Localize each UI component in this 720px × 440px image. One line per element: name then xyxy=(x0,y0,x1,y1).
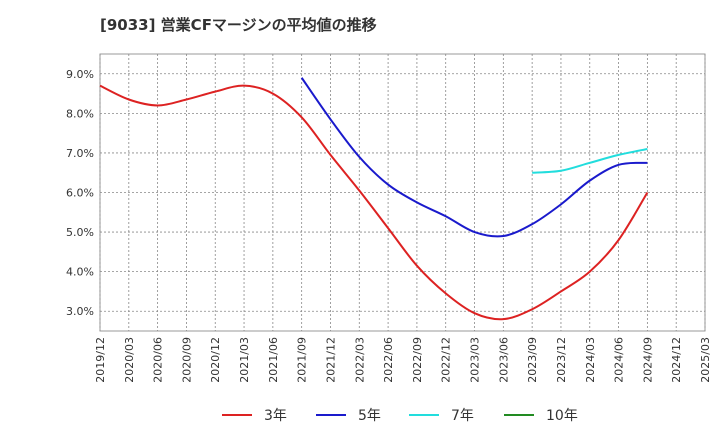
x-tick-label: 2019/12 xyxy=(94,337,107,383)
grid xyxy=(99,54,706,331)
x-tick-label: 2024/03 xyxy=(584,337,597,383)
legend-swatch xyxy=(316,414,346,416)
legend-item: 5年 xyxy=(316,404,381,426)
legend-label: 5年 xyxy=(358,408,381,424)
y-tick-label: 8.0% xyxy=(66,107,94,120)
x-tick-label: 2021/06 xyxy=(267,337,280,383)
legend-swatch xyxy=(222,414,252,416)
legend-item: 7年 xyxy=(409,404,474,426)
legend-item: 10年 xyxy=(504,404,578,426)
x-tick-label: 2020/06 xyxy=(152,337,165,383)
x-tick-label: 2023/12 xyxy=(555,337,568,383)
x-tick-label: 2022/03 xyxy=(353,337,366,383)
x-tick-label: 2020/12 xyxy=(209,337,222,383)
series-line-5年 xyxy=(300,77,648,238)
y-tick-label: 3.0% xyxy=(66,305,94,318)
y-tick-label: 9.0% xyxy=(66,68,94,81)
x-tick-label: 2023/03 xyxy=(469,337,482,383)
x-tick-label: 2024/12 xyxy=(670,337,683,383)
x-tick-label: 2023/09 xyxy=(526,337,539,383)
x-tick-label: 2022/06 xyxy=(382,337,395,383)
x-tick-label: 2024/06 xyxy=(613,337,626,383)
legend-item: 3年 xyxy=(222,404,287,426)
x-tick-label: 2022/12 xyxy=(440,337,453,383)
legend-label: 7年 xyxy=(451,408,474,424)
x-tick-label: 2023/06 xyxy=(497,337,510,383)
y-tick-label: 6.0% xyxy=(66,187,94,200)
legend-label: 3年 xyxy=(264,408,287,424)
x-axis-ticks: 2019/12 2020/03 2020/06 2020/09 2020/12 2021/… xyxy=(94,337,712,383)
legend-label: 10年 xyxy=(546,408,578,424)
x-tick-label: 2024/09 xyxy=(641,337,654,383)
legend: 3年 5年 7年 10年 xyxy=(0,404,720,428)
series-line-3年 xyxy=(99,84,649,321)
x-tick-label: 2020/03 xyxy=(123,337,136,383)
y-tick-label: 7.0% xyxy=(66,147,94,160)
legend-swatch xyxy=(504,414,534,416)
y-axis-ticks: 3.0% 4.0% 5.0% 6.0% 7.0% 8.0% 9.0% xyxy=(66,68,94,318)
legend-swatch xyxy=(409,414,439,416)
chart-title: [9033] 営業CFマージンの平均値の推移 xyxy=(100,16,377,34)
y-tick-label: 4.0% xyxy=(66,266,94,279)
plot-area xyxy=(99,53,706,332)
x-tick-label: 2021/09 xyxy=(296,337,309,383)
series-lines xyxy=(99,77,649,321)
x-tick-label: 2025/03 xyxy=(699,337,712,383)
series-line-7年 xyxy=(532,147,648,174)
y-tick-label: 5.0% xyxy=(66,226,94,239)
x-tick-label: 2022/09 xyxy=(411,337,424,383)
x-tick-label: 2021/03 xyxy=(238,337,251,383)
x-tick-label: 2021/12 xyxy=(324,337,337,383)
x-tick-label: 2020/09 xyxy=(180,337,193,383)
